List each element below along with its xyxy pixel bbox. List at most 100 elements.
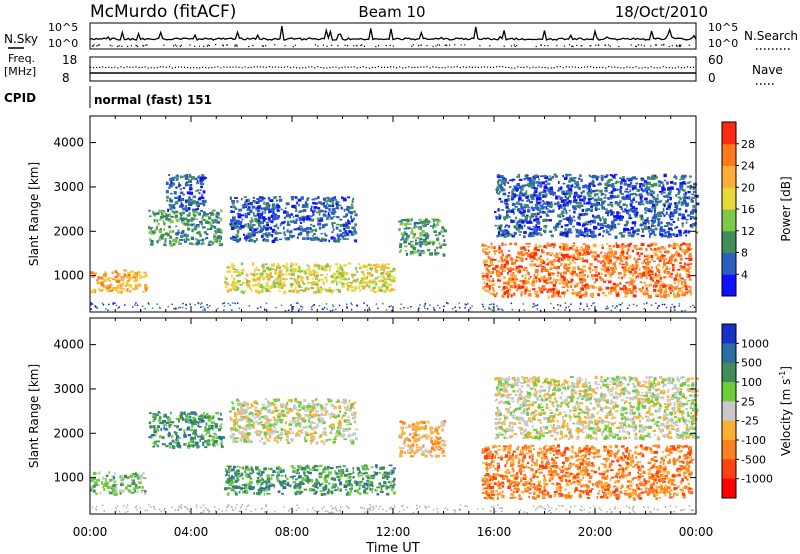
- power-cell: [436, 237, 440, 241]
- power-cell: [606, 243, 609, 245]
- power-cell: [216, 236, 220, 239]
- power-cell: [650, 177, 654, 180]
- power-cell: [569, 192, 573, 195]
- power-cell: [674, 182, 677, 186]
- nave-dot: [393, 66, 395, 68]
- power-cell: [623, 268, 627, 272]
- power-speck: [248, 305, 251, 307]
- power-cell: [549, 276, 552, 280]
- power-cell: [614, 173, 618, 176]
- power-cell: [236, 199, 239, 204]
- nave-dot: [611, 66, 613, 68]
- nave-dot: [565, 66, 567, 68]
- power-cell: [645, 220, 650, 223]
- power-cell: [680, 203, 685, 206]
- power-cell: [531, 280, 535, 284]
- power-speck: [595, 309, 597, 312]
- power-cell: [642, 229, 644, 233]
- power-cell: [578, 258, 583, 260]
- nsearch-dot: [222, 45, 224, 47]
- power-cell: [651, 232, 654, 235]
- power-cell: [673, 210, 677, 214]
- power-speck: [536, 308, 539, 310]
- power-cell: [647, 177, 651, 180]
- power-cell: [258, 196, 261, 200]
- power-cell: [520, 251, 524, 254]
- power-cell: [598, 286, 603, 289]
- power-cell: [647, 254, 651, 258]
- power-cell: [617, 223, 621, 225]
- power-cell: [503, 258, 507, 261]
- power-speck: [678, 305, 680, 307]
- power-cell: [251, 230, 256, 234]
- velocity-cell: [129, 491, 133, 494]
- power-cell: [682, 293, 686, 297]
- power-cell: [332, 222, 336, 225]
- power-cell: [262, 207, 266, 210]
- power-cell: [148, 209, 151, 212]
- power-cell: [254, 231, 259, 234]
- power-cell: [589, 264, 592, 267]
- power-cell: [623, 274, 627, 276]
- power-cell: [673, 176, 676, 178]
- velocity-cell: [134, 489, 136, 493]
- power-cell: [625, 291, 629, 295]
- power-cell: [500, 249, 503, 252]
- power-cell: [312, 224, 316, 228]
- power-cell: [238, 208, 242, 212]
- power-cell: [258, 280, 261, 282]
- power-cell: [545, 245, 548, 249]
- power-cell: [670, 244, 674, 247]
- power-cell: [235, 234, 238, 236]
- power-cell: [547, 243, 552, 247]
- power-cell: [568, 247, 573, 250]
- power-colorbar-tick-label: 24: [741, 160, 755, 173]
- power-cell: [399, 251, 401, 253]
- nave-bottom-label: 0: [708, 71, 716, 85]
- power-cell: [692, 208, 696, 212]
- power-cell: [192, 201, 195, 205]
- power-cell: [313, 291, 317, 294]
- power-cell: [230, 205, 232, 208]
- velocity-cell: [123, 474, 127, 478]
- nsearch-dot: [563, 45, 566, 47]
- power-cell: [589, 222, 592, 226]
- power-cell: [271, 230, 275, 233]
- power-cell: [588, 229, 592, 231]
- nsearch-dot: [535, 45, 537, 48]
- power-cell: [634, 214, 638, 218]
- nave-dot: [317, 66, 319, 68]
- power-speck: [656, 307, 659, 309]
- power-cell: [551, 272, 555, 275]
- power-cell: [268, 268, 272, 272]
- power-cell: [205, 237, 209, 239]
- power-cell: [295, 218, 298, 221]
- power-cell: [438, 246, 441, 249]
- nsearch-dot: [252, 45, 254, 47]
- power-cell: [578, 177, 581, 180]
- power-cell: [670, 218, 674, 221]
- power-cell: [275, 230, 278, 233]
- power-cell: [627, 243, 631, 247]
- power-cell: [628, 197, 631, 201]
- power-cell: [584, 208, 588, 212]
- power-speck: [350, 308, 353, 311]
- power-cell: [429, 240, 432, 244]
- nsearch-dot: [375, 46, 377, 48]
- velocity-cell: [136, 473, 139, 477]
- power-cell: [510, 209, 515, 213]
- power-cell: [571, 185, 574, 188]
- power-cell: [322, 202, 325, 205]
- power-cell: [579, 249, 582, 253]
- power-cell: [534, 226, 537, 229]
- power-cell: [609, 201, 613, 204]
- power-cell: [250, 289, 253, 292]
- nsearch-dot: [547, 45, 549, 47]
- power-cell: [498, 197, 502, 201]
- power-cell: [563, 291, 566, 295]
- power-cell: [195, 210, 199, 214]
- power-speck: [112, 303, 115, 305]
- power-cell: [541, 285, 544, 288]
- power-cell: [338, 280, 340, 283]
- power-cell: [503, 292, 506, 295]
